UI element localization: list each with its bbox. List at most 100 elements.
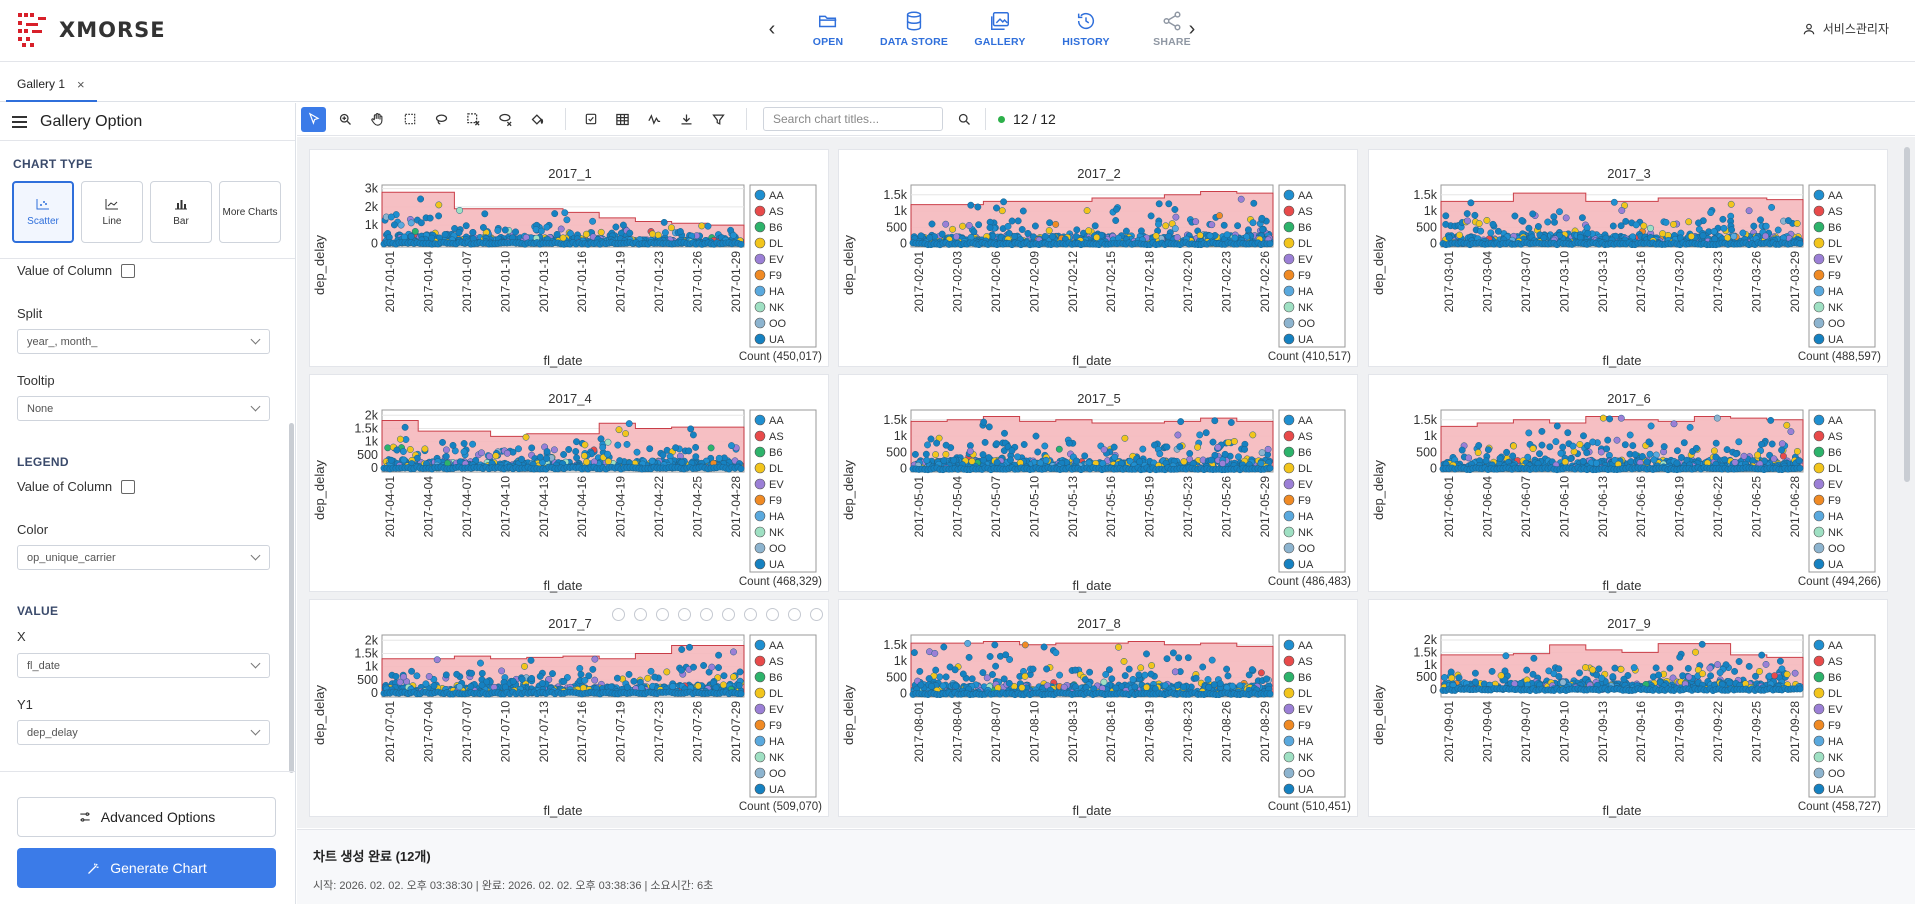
modebar-tool-icon[interactable] [788,608,801,621]
legend-label[interactable]: NK [1298,302,1314,314]
legend-label[interactable]: NK [769,302,785,314]
legend-label[interactable]: HA [1828,286,1844,298]
download-button[interactable] [674,107,699,132]
legend-label[interactable]: AA [769,640,784,652]
modebar-tool-icon[interactable] [612,608,625,621]
legend-label[interactable]: DL [769,238,783,250]
nav-next-button[interactable]: › [1188,17,1196,40]
legend-value-of-column-checkbox[interactable] [121,479,136,494]
legend-label[interactable]: F9 [1828,270,1841,282]
legend-label[interactable]: OO [1298,543,1316,555]
legend-label[interactable]: UA [1828,334,1844,346]
user-menu[interactable]: 서비스관리자 [1802,20,1889,37]
gallery-scrollbar[interactable] [1904,147,1910,482]
split-select[interactable]: year_, month_ [17,329,270,354]
search-button[interactable] [952,107,977,132]
legend-label[interactable]: EV [1828,479,1843,491]
legend-label[interactable]: B6 [769,672,782,684]
app-logo[interactable]: XMORSE [18,13,166,47]
select-all-button[interactable] [578,107,603,132]
modebar-tool-icon[interactable] [744,608,757,621]
legend-label[interactable]: DL [769,688,783,700]
legend-label[interactable]: EV [1298,479,1313,491]
tooltip-select[interactable]: None [17,396,270,421]
legend-label[interactable]: B6 [769,447,782,459]
legend-label[interactable]: UA [1298,334,1314,346]
legend-label[interactable]: DL [1298,238,1312,250]
legend-label[interactable]: NK [1298,527,1314,539]
chart-modebar[interactable] [612,608,823,621]
legend-label[interactable]: AS [1298,431,1313,443]
zoom-tool-button[interactable] [333,107,358,132]
modebar-tool-icon[interactable] [810,608,823,621]
advanced-options-button[interactable]: Advanced Options [17,797,276,837]
filter-button[interactable] [706,107,731,132]
legend-label[interactable]: HA [769,286,785,298]
legend-label[interactable]: F9 [1298,270,1311,282]
x-select[interactable]: fl_date [17,653,270,678]
search-chart-titles-input[interactable] [763,107,943,131]
legend-label[interactable]: AS [1298,206,1313,218]
legend-label[interactable]: NK [1828,302,1844,314]
legend-label[interactable]: AS [769,206,784,218]
chart-type-scatter[interactable]: Scatter [12,181,74,243]
nav-data-store[interactable]: DATA STORE [876,10,952,48]
legend-label[interactable]: OO [1828,318,1846,330]
legend-label[interactable]: F9 [769,495,782,507]
chart-card[interactable]: 2017_3 Count (488,597) 1.5k 1k 500 0 2017-03-0… [1368,149,1889,368]
legend-label[interactable]: AS [769,656,784,668]
value-of-column-checkbox[interactable] [121,263,136,278]
legend-label[interactable]: F9 [769,720,782,732]
generate-chart-button[interactable]: Generate Chart [17,848,276,888]
legend-label[interactable]: UA [769,559,785,571]
legend-label[interactable]: AS [1828,431,1843,443]
legend-label[interactable]: B6 [769,222,782,234]
legend-label[interactable]: UA [769,334,785,346]
legend-label[interactable]: B6 [1828,222,1841,234]
legend-label[interactable]: AS [1828,206,1843,218]
y1-select[interactable]: dep_delay [17,720,270,745]
modebar-tool-icon[interactable] [656,608,669,621]
modebar-tool-icon[interactable] [700,608,713,621]
legend-label[interactable]: B6 [1828,447,1841,459]
box-select-button[interactable] [397,107,422,132]
nav-share[interactable]: SHARE [1134,10,1210,48]
legend-label[interactable]: NK [1828,527,1844,539]
legend-label[interactable]: OO [769,318,787,330]
legend-label[interactable]: F9 [769,270,782,282]
chart-type-bar[interactable]: Bar [150,181,212,243]
legend-label[interactable]: EV [769,479,784,491]
legend-label[interactable]: AA [1828,415,1843,427]
box-deselect-button[interactable] [461,107,486,132]
lasso-deselect-button[interactable] [493,107,518,132]
chart-card[interactable]: 2017_6 Count (494,266) 1.5k 1k 500 0 2017-06-0… [1368,374,1889,593]
legend-label[interactable]: AS [769,431,784,443]
chart-type-line[interactable]: Line [81,181,143,243]
legend-label[interactable]: OO [769,768,787,780]
legend-label[interactable]: AA [769,190,784,202]
pan-tool-button[interactable] [365,107,390,132]
chart-card[interactable]: 2017_5 Count (486,483) 1.5k 1k 500 0 2017-05-0… [838,374,1358,593]
legend-label[interactable]: AA [769,415,784,427]
nav-prev-button[interactable]: ‹ [768,17,776,40]
legend-label[interactable]: NK [769,752,785,764]
legend-label[interactable]: OO [769,543,787,555]
modebar-tool-icon[interactable] [722,608,735,621]
chart-card[interactable]: 2017_7 Count (509,070) 2k 1.5k 1k 500 0 2017-07… [309,599,830,818]
nav-history[interactable]: HISTORY [1048,10,1124,48]
legend-label[interactable]: AA [1298,190,1313,202]
legend-label[interactable]: OO [1828,543,1846,555]
modebar-tool-icon[interactable] [678,608,691,621]
modebar-tool-icon[interactable] [634,608,647,621]
modebar-tool-icon[interactable] [766,608,779,621]
trend-button[interactable] [642,107,667,132]
legend-label[interactable]: HA [1828,511,1844,523]
tab-gallery-1[interactable]: Gallery 1 × [6,68,97,102]
